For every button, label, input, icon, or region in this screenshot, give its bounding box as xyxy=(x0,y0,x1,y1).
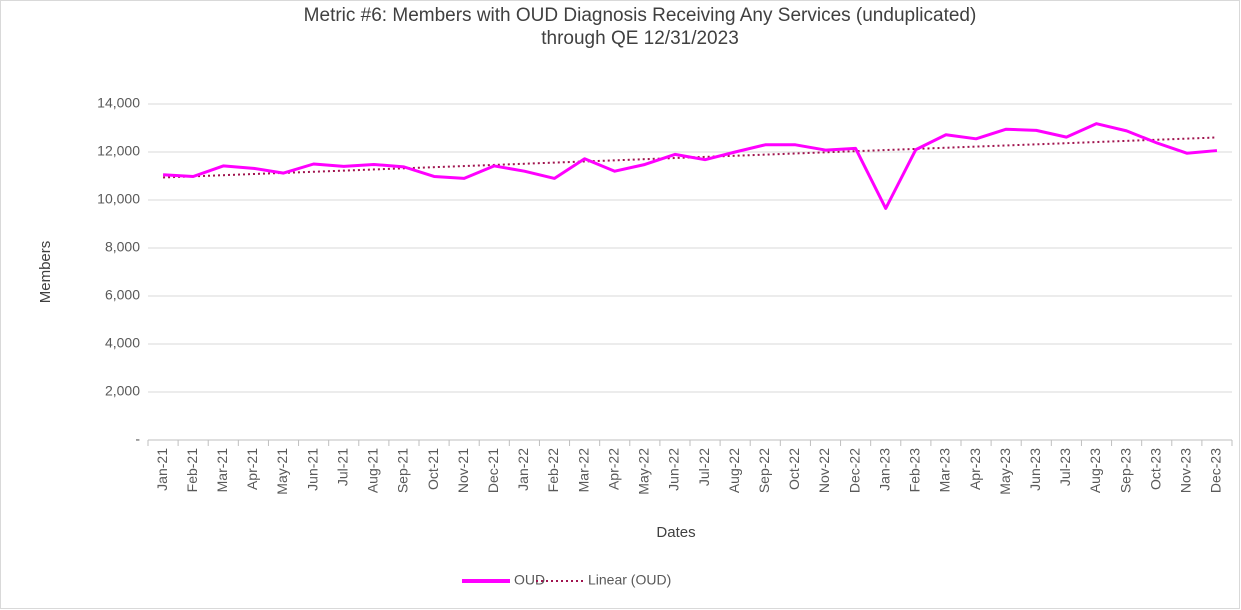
y-tick-label: 8,000 xyxy=(105,239,140,255)
x-tick-label: Nov-23 xyxy=(1178,448,1194,493)
y-tick-label: 2,000 xyxy=(105,383,140,399)
x-tick-label: Jun-23 xyxy=(1027,448,1043,491)
x-tick-label: Jan-21 xyxy=(154,448,170,491)
legend-label: OUD xyxy=(514,572,545,588)
trendline xyxy=(163,136,1217,179)
y-tick-label: - xyxy=(135,431,140,447)
x-tick-label: Apr-21 xyxy=(244,448,260,490)
x-tick-label: Sep-21 xyxy=(395,448,411,493)
x-tick-label: Feb-23 xyxy=(907,448,923,493)
x-tick-label: Feb-22 xyxy=(545,448,561,493)
x-tick-label: Sep-22 xyxy=(756,448,772,493)
x-tick-label: Oct-21 xyxy=(425,448,441,490)
x-tick-label: Nov-22 xyxy=(816,448,832,493)
y-tick-label: 12,000 xyxy=(97,143,140,159)
y-tick-label: 4,000 xyxy=(105,335,140,351)
x-tick-label: Apr-23 xyxy=(967,448,983,490)
x-tick-label: Mar-22 xyxy=(575,448,591,493)
x-tick-label: Feb-21 xyxy=(184,448,200,493)
x-tick-label: Aug-23 xyxy=(1087,448,1103,493)
x-tick-label: Nov-21 xyxy=(455,448,471,493)
x-tick-label: Mar-21 xyxy=(214,448,230,493)
y-tick-label: 14,000 xyxy=(97,95,140,111)
x-tick-label: Oct-23 xyxy=(1147,448,1163,490)
y-tick-label: 6,000 xyxy=(105,287,140,303)
x-tick-label: Dec-23 xyxy=(1208,448,1224,493)
x-tick-label: Oct-22 xyxy=(786,448,802,490)
x-tick-label: Jun-21 xyxy=(304,448,320,491)
x-tick-label: Aug-21 xyxy=(365,448,381,493)
x-tick-label: Jul-21 xyxy=(334,448,350,486)
x-tick-label: May-22 xyxy=(636,448,652,495)
x-axis-title: Dates xyxy=(656,524,695,541)
y-tick-label: 10,000 xyxy=(97,191,140,207)
x-tick-label: May-23 xyxy=(997,448,1013,495)
x-tick-label: Jun-22 xyxy=(666,448,682,491)
y-axis-title: Members xyxy=(37,241,54,304)
x-tick-label: Mar-23 xyxy=(937,448,953,493)
chart-title: through QE 12/31/2023 xyxy=(541,28,739,49)
x-tick-label: Jan-23 xyxy=(876,448,892,491)
x-tick-label: Jul-23 xyxy=(1057,448,1073,486)
legend-label: Linear (OUD) xyxy=(588,572,671,588)
x-tick-label: Apr-22 xyxy=(605,448,621,490)
x-tick-label: May-21 xyxy=(274,448,290,495)
chart-title: Metric #6: Members with OUD Diagnosis Re… xyxy=(304,5,977,26)
data-line xyxy=(162,122,1218,210)
x-tick-label: Sep-23 xyxy=(1117,448,1133,493)
x-tick-label: Dec-22 xyxy=(846,448,862,493)
x-tick-label: Jan-22 xyxy=(515,448,531,491)
x-tick-label: Jul-22 xyxy=(696,448,712,486)
x-tick-label: Aug-22 xyxy=(726,448,742,493)
x-tick-label: Dec-21 xyxy=(485,448,501,493)
